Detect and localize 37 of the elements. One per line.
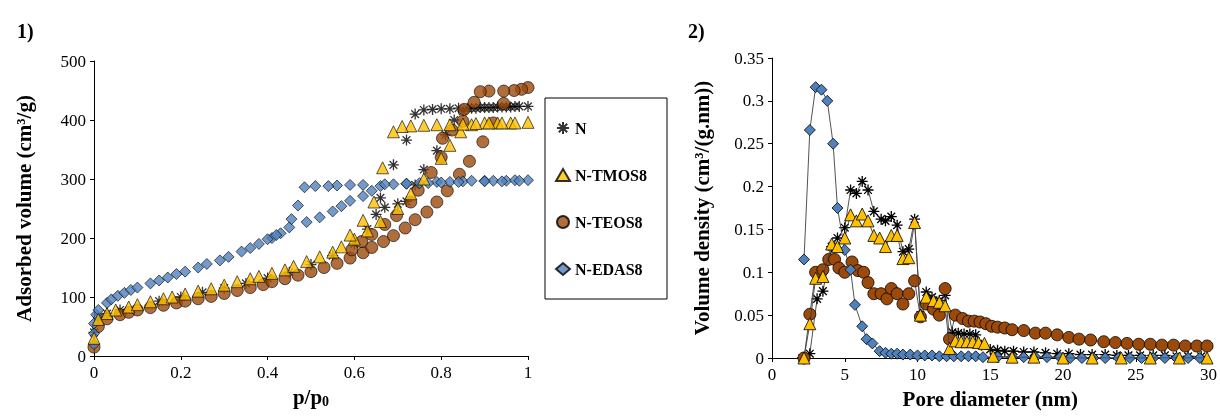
x-tick-label: 0.2 — [170, 363, 192, 382]
y-tick-label: 0.2 — [742, 177, 764, 197]
x-tick-label: 15 — [981, 365, 999, 384]
y-tick-label: 300 — [60, 169, 86, 189]
y-tick-label: 400 — [60, 110, 86, 130]
y-tick-label: 0.3 — [742, 91, 764, 111]
y-tick-label: 200 — [60, 228, 86, 248]
legend-label: N-EDAS8 — [575, 260, 643, 278]
y-tick-label: 0.25 — [734, 134, 764, 154]
y-tick-label: 0.35 — [734, 48, 764, 68]
x-tick-label: 0.4 — [256, 363, 279, 382]
y-axis-title: Volume density (cm³/(g.nm)) — [689, 80, 714, 336]
x-tick-label: 1 — [523, 363, 533, 382]
legend-label: N-TMOS8 — [575, 166, 647, 184]
x-axis-title: p/p0 — [292, 385, 330, 409]
chart-title: 1) — [17, 20, 34, 43]
x-tick-label: 30 — [1200, 365, 1217, 384]
legend-label: N — [575, 119, 587, 137]
y-tick-label: 0.05 — [734, 305, 764, 325]
x-tick-label: 0.6 — [343, 363, 366, 382]
y-tick-label: 0.15 — [734, 219, 764, 239]
y-tick-label: 100 — [60, 287, 86, 307]
x-tick-label: 10 — [909, 365, 926, 384]
y-tick-label: 0 — [755, 348, 764, 368]
x-tick-label: 25 — [1127, 365, 1145, 384]
x-tick-label: 20 — [1054, 365, 1072, 384]
y-tick-label: 0.1 — [742, 262, 764, 282]
y-tick-label: 500 — [60, 51, 86, 71]
x-axis-title: Pore diameter (nm) — [902, 386, 1078, 411]
chart-title: 2) — [688, 20, 705, 43]
y-axis-title: Adsorbed volume (cm³/g) — [11, 95, 36, 322]
x-tick-label: 5 — [840, 365, 849, 384]
x-tick-label: 0 — [89, 363, 99, 382]
y-tick-label: 0 — [77, 346, 86, 366]
legend-label: N-TEOS8 — [575, 213, 643, 231]
x-tick-label: 0 — [767, 365, 777, 384]
x-tick-label: 0.8 — [430, 363, 452, 382]
